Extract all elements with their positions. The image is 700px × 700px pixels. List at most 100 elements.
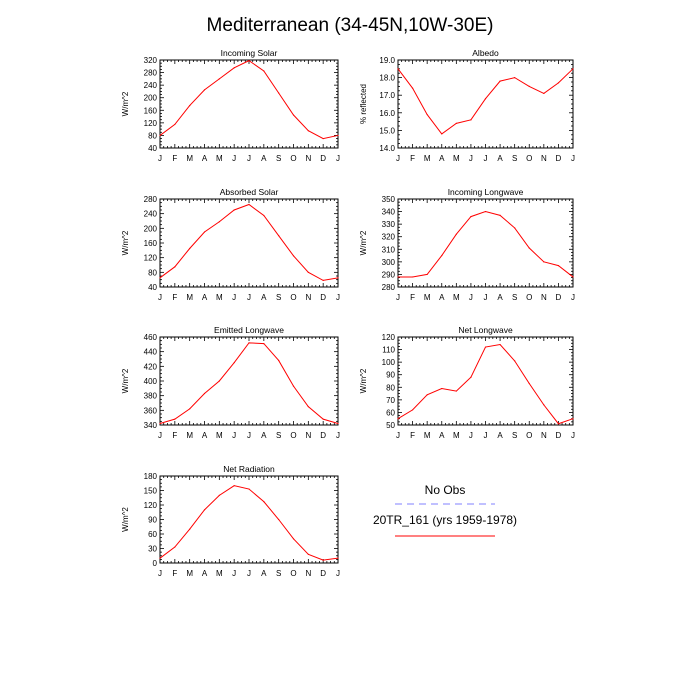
x-tick-label: J <box>469 154 473 163</box>
x-tick-label: D <box>556 431 562 440</box>
series-line-net-radiation <box>159 485 339 561</box>
data-point-incoming-longwave <box>572 276 574 278</box>
y-tick-label: 200 <box>144 224 158 233</box>
data-point-albedo <box>514 77 516 79</box>
y-tick-label: 50 <box>386 421 395 430</box>
y-axis-label: W/m^2 <box>121 230 130 255</box>
data-point-emitted-longwave <box>189 408 191 410</box>
data-point-emitted-longwave <box>307 406 309 408</box>
data-point-net-radiation <box>278 518 280 521</box>
y-axis-label: W/m^2 <box>121 507 130 532</box>
x-tick-label: A <box>261 569 267 578</box>
data-point-net-longwave <box>484 346 487 348</box>
x-tick-label: S <box>512 293 517 302</box>
y-axis-label: W/m^2 <box>121 91 130 116</box>
data-point-net-longwave <box>557 423 560 425</box>
legend: No Obs 20TR_161 (yrs 1959-1978) <box>373 483 517 537</box>
plot-frame <box>397 59 574 149</box>
x-tick-label: M <box>216 154 223 163</box>
x-tick-label: A <box>439 293 445 302</box>
x-tick-label: M <box>424 154 431 163</box>
data-point-albedo <box>426 113 428 116</box>
y-tick-label: 120 <box>144 119 158 128</box>
panel-title-albedo: Albedo <box>472 48 499 58</box>
y-tick-label: 330 <box>382 220 396 229</box>
x-tick-label: J <box>336 431 340 440</box>
data-point-incoming-solar <box>248 60 250 62</box>
y-tick-label: 30 <box>148 545 157 554</box>
x-tick-label: O <box>526 293 532 302</box>
x-tick-label: F <box>172 293 177 302</box>
x-tick-label: N <box>305 431 311 440</box>
y-tick-label: 280 <box>144 195 158 204</box>
x-tick-label: O <box>526 154 532 163</box>
x-tick-label: J <box>396 293 400 302</box>
data-point-net-longwave <box>426 394 428 396</box>
y-tick-label: 110 <box>382 346 395 355</box>
data-point-absorbed-solar <box>218 221 220 223</box>
x-tick-label: J <box>336 569 340 578</box>
x-tick-label: J <box>247 569 251 578</box>
x-tick-label: F <box>172 154 177 163</box>
y-tick-label: 320 <box>144 56 158 65</box>
data-point-albedo <box>470 119 472 121</box>
plot-frame <box>159 336 339 426</box>
data-point-net-longwave <box>397 418 399 420</box>
data-point-emitted-longwave <box>159 422 161 425</box>
data-point-incoming-solar <box>189 104 191 107</box>
data-point-incoming-solar <box>322 137 324 140</box>
y-tick-label: 80 <box>148 268 157 277</box>
y-tick-label: 120 <box>382 333 396 342</box>
x-tick-label: A <box>261 431 267 440</box>
y-tick-label: 420 <box>144 362 158 371</box>
data-point-absorbed-solar <box>278 235 280 237</box>
panel-title-net-radiation: Net Radiation <box>223 464 275 474</box>
y-tick-label: 340 <box>144 421 158 430</box>
series-line-albedo <box>397 68 574 135</box>
x-tick-label: D <box>320 293 326 302</box>
x-tick-label: J <box>484 293 488 302</box>
data-point-absorbed-solar <box>233 209 235 211</box>
data-point-incoming-longwave <box>514 227 516 229</box>
data-point-albedo <box>397 68 399 70</box>
data-point-absorbed-solar <box>337 277 339 279</box>
x-tick-label: O <box>290 569 296 578</box>
x-tick-label: J <box>232 569 236 578</box>
x-tick-label: J <box>336 154 340 163</box>
figure-title: Mediterranean (34-45N,10W-30E) <box>207 15 494 36</box>
x-tick-label: J <box>232 293 236 302</box>
y-tick-label: 280 <box>382 283 396 292</box>
data-point-albedo <box>411 87 414 89</box>
data-point-albedo <box>455 122 457 124</box>
plot-frame <box>159 59 339 149</box>
data-point-incoming-longwave <box>441 254 443 257</box>
x-tick-label: A <box>202 431 208 440</box>
data-point-emitted-longwave <box>292 385 295 387</box>
y-tick-label: 290 <box>382 270 396 279</box>
y-tick-label: 150 <box>144 487 158 496</box>
data-point-albedo <box>543 92 545 95</box>
x-tick-label: O <box>290 154 296 163</box>
panel-title-incoming-longwave: Incoming Longwave <box>448 187 524 197</box>
y-axis-label: W/m^2 <box>359 230 368 255</box>
y-tick-label: 240 <box>144 81 158 90</box>
y-tick-label: 360 <box>144 406 158 415</box>
series-line-absorbed-solar <box>159 203 339 281</box>
data-point-incoming-longwave <box>484 210 487 213</box>
data-point-incoming-solar <box>174 123 176 126</box>
y-tick-label: 60 <box>386 408 395 417</box>
y-tick-label: 90 <box>148 516 157 525</box>
x-tick-label: A <box>202 569 208 578</box>
x-tick-label: J <box>396 431 400 440</box>
y-tick-label: 60 <box>148 530 157 539</box>
x-tick-label: D <box>556 293 562 302</box>
data-point-incoming-solar <box>292 114 295 116</box>
x-tick-label: O <box>526 431 532 440</box>
y-tick-label: 200 <box>144 94 158 103</box>
x-tick-label: A <box>497 431 503 440</box>
data-point-absorbed-solar <box>174 266 176 268</box>
panel-title-net-longwave: Net Longwave <box>458 325 513 335</box>
x-tick-label: O <box>290 293 296 302</box>
